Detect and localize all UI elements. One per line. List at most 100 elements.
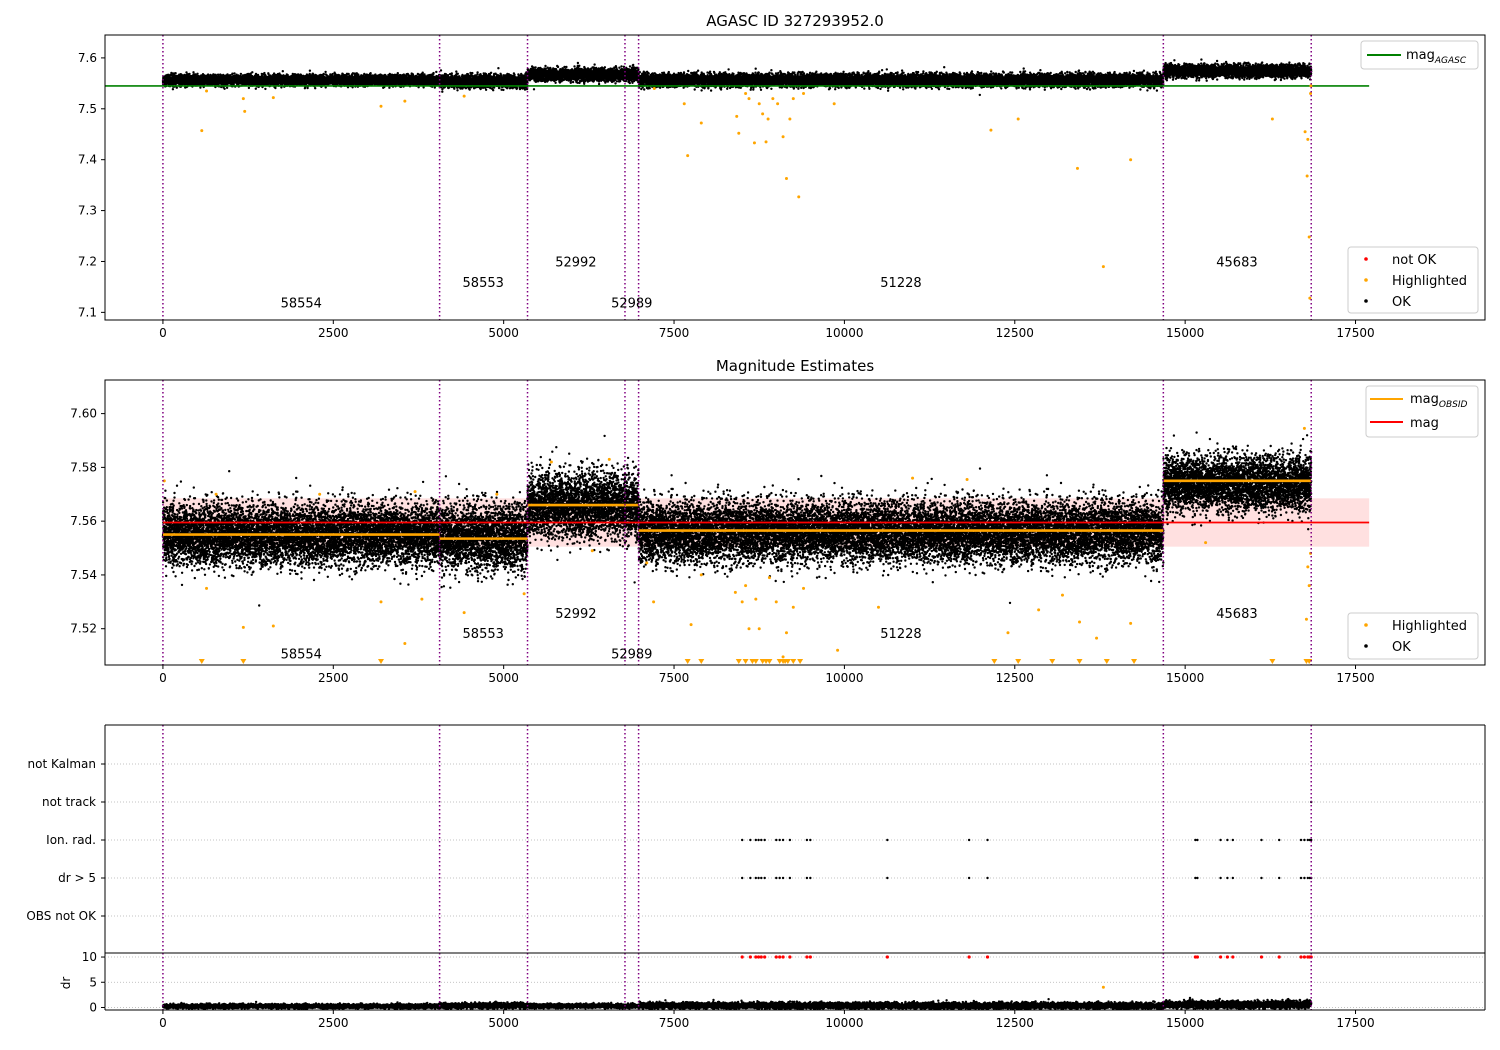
p1-highlighted-point-22	[776, 102, 780, 106]
p4-xtick-label-4: 10000	[825, 1016, 863, 1030]
p1-highlighted-point-27	[797, 195, 801, 199]
p1-highlighted-point-32	[1075, 166, 1079, 170]
p4-not-ok-point-12	[885, 955, 889, 959]
p1-highlighted-point-24	[784, 177, 788, 181]
p4-ytick-label-2: 10	[82, 950, 97, 964]
legend-mag-agasc-subscript: AGASC	[1434, 56, 1467, 66]
p1-ytick-label-5: 7.6	[78, 51, 97, 65]
p4-xtick-label-7: 17500	[1336, 1016, 1374, 1030]
p2-highlighted-point-25	[757, 627, 761, 631]
p3-category-label-3: not track	[42, 795, 96, 809]
p3-flag-point-0-12	[886, 876, 889, 880]
p2-highlighted-point-5	[318, 492, 322, 496]
legend-mag-agasc-label: mag	[1406, 48, 1435, 63]
p3-flag-point-1-22	[1299, 838, 1303, 842]
p2-highlighted-point-29	[784, 631, 788, 635]
p2-highlighted-point-33	[876, 605, 880, 609]
p1-highlighted-point-0	[200, 129, 204, 133]
p4-not-ok-point-7	[778, 955, 782, 959]
p3-flag-point-1-7	[778, 838, 781, 842]
p2-clipped-marker-20	[1049, 659, 1056, 664]
legend-highlighted: Highlighted	[1392, 274, 1467, 289]
p4-xtick-label-6: 15000	[1166, 1016, 1204, 1030]
p2-xtick-label-1: 2500	[318, 671, 349, 685]
p1-highlighted-point-28	[802, 92, 806, 96]
p1-highlighted-point-15	[747, 97, 751, 101]
p2-clipped-marker-17	[797, 659, 804, 664]
p2-highlighted-point-36	[1006, 631, 1010, 635]
p2-clipped-marker-3	[684, 659, 691, 664]
p2-highlighted-point-41	[1129, 621, 1133, 625]
p1-highlighted-point-31	[1016, 117, 1020, 121]
p4-xtick-label-2: 5000	[488, 1016, 519, 1030]
p2-xtick-label-4: 10000	[825, 671, 863, 685]
p4-not-ok-point-3	[756, 955, 761, 959]
p1-xtick-label-6: 15000	[1166, 326, 1204, 340]
p3-flag-point-0-3	[757, 876, 760, 880]
p2-highlighted-point-2	[214, 492, 218, 496]
legend-mag-agasc: magAGASC	[1406, 48, 1467, 66]
p2-highlighted-point-7	[403, 641, 407, 645]
p1-highlighted-point-20	[766, 117, 770, 121]
p3-flag-point-0-4	[760, 876, 763, 880]
p1-highlighted-point-12	[735, 114, 739, 118]
p3-flag-point-0-6	[775, 876, 778, 880]
p2-xtick-label-2: 5000	[488, 671, 519, 685]
p3-flag-point-1-10	[805, 838, 809, 842]
p4-ytick-label-1: 5	[89, 975, 97, 989]
p2-highlighted-point-19	[699, 573, 703, 577]
p2-clipped-marker-0	[198, 659, 205, 664]
p1-obsid-label-2: 52992	[555, 256, 596, 271]
p1-highlighted-point-38	[1307, 235, 1311, 239]
panel1-title: AGASC ID 327293952.0	[706, 12, 884, 30]
p2-clipped-marker-4	[698, 659, 705, 664]
p1-xtick-label-0: 0	[159, 326, 167, 340]
p2-highlighted-point-32	[836, 648, 840, 652]
p2-obsid-label-3: 52989	[611, 647, 652, 662]
p2-highlighted-point-20	[733, 590, 737, 594]
p3-flag-point-0-23	[1303, 876, 1306, 880]
p3-flag-point-1-26	[1310, 838, 1313, 842]
p1-obsid-label-5: 45683	[1216, 256, 1257, 271]
p4-not-ok-point-4	[759, 955, 763, 959]
panel1-data: 0 2500 5000 7500 10000 12500 15000 17500 7.1 7.2 7…	[78, 35, 1375, 340]
p2-clipped-marker-5	[735, 659, 742, 664]
p4-not-ok-point-11	[808, 955, 812, 959]
p3-flag-point-0-9	[788, 876, 792, 880]
p3-flag-point-1-0	[740, 838, 744, 842]
p1-highlighted-point-41	[1309, 84, 1313, 88]
p3-flag-point-0-8	[781, 876, 785, 880]
p3-flag-point-1-8	[781, 838, 785, 842]
p2-highlighted-point-4	[271, 624, 275, 628]
p2-ytick-label-1: 7.54	[70, 568, 97, 582]
p3-flag-point-1-19	[1231, 838, 1235, 842]
p4-not-ok-point-16	[1195, 955, 1200, 959]
p1-highlighted-point-36	[1303, 130, 1307, 134]
p2-highlighted-point-37	[1037, 608, 1041, 612]
p3-flag-point-0-7	[778, 876, 781, 880]
p3-flag-point-1-1	[749, 838, 752, 842]
p1-highlighted-point-19	[764, 140, 768, 144]
p1-highlighted-point-35	[1270, 117, 1274, 121]
p3-flag-point-0-2	[754, 876, 758, 880]
p1-highlighted-point-17	[757, 102, 761, 106]
p1-highlighted-point-6	[403, 99, 407, 103]
p2-xtick-label-5: 12500	[996, 671, 1034, 685]
p1-xtick-label-7: 17500	[1336, 326, 1374, 340]
p3-flag-point-1-16	[1196, 838, 1199, 842]
p2-highlighted-point-22	[744, 584, 748, 588]
p4-not-ok-point-13	[967, 955, 971, 959]
p4-xtick-label-0: 0	[159, 1016, 167, 1030]
panel2-title: Magnitude Estimates	[716, 357, 874, 375]
p2-ytick-label-0: 7.52	[70, 622, 97, 636]
p4-not-ok-point-17	[1218, 955, 1223, 959]
p4-not-ok-point-2	[754, 955, 758, 959]
p4-not-ok-point-10	[805, 955, 809, 959]
p3-flag-point-0-11	[809, 876, 812, 880]
p3-flag-point-0-16	[1196, 876, 1199, 880]
p2-highlighted-point-8	[413, 490, 417, 494]
p1-highlighted-point-2	[241, 97, 245, 101]
p1-ytick-label-2: 7.3	[78, 204, 97, 218]
p2-highlighted-point-14	[590, 549, 594, 553]
